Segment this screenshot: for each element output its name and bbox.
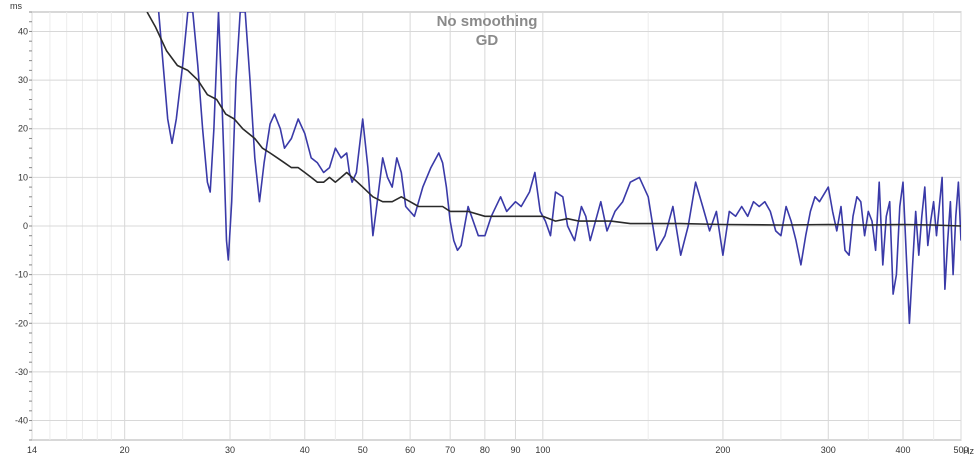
x-tick-label: 300	[821, 445, 836, 455]
axis-layer: 14 20 30 40 50 60 70 80 90 100 200 300 400 500-40-30-…	[15, 11, 969, 455]
series-layer	[146, 12, 961, 325]
y-tick-label: -10	[15, 270, 28, 280]
x-tick-label: 40	[300, 445, 310, 455]
x-tick-label: 70	[445, 445, 455, 455]
y-tick-label: 10	[18, 172, 28, 182]
y-tick-label: -40	[15, 416, 28, 426]
y-tick-label: 20	[18, 124, 28, 134]
chart-subtitle: GD	[476, 32, 499, 49]
x-tick-label: 30	[225, 445, 235, 455]
x-tick-label: 100	[535, 445, 550, 455]
x-tick-label: 80	[480, 445, 490, 455]
x-tick-label: 90	[510, 445, 520, 455]
grid-layer	[31, 12, 962, 440]
x-tick-label: 200	[715, 445, 730, 455]
y-tick-label: 0	[23, 221, 28, 231]
y-tick-label: -30	[15, 367, 28, 377]
y-tick-label: 30	[18, 75, 28, 85]
x-tick-label: 50	[358, 445, 368, 455]
chart-title: No smoothing	[437, 13, 538, 30]
x-tick-label: 500	[953, 445, 968, 455]
x-tick-label: 60	[405, 445, 415, 455]
x-axis-unit-label: Hz	[963, 446, 974, 456]
series-line-dark	[146, 12, 961, 227]
series-line-blue	[157, 12, 961, 325]
x-tick-label: 20	[120, 445, 130, 455]
y-axis-unit-label: ms	[10, 1, 22, 11]
y-tick-label: 40	[18, 26, 28, 36]
y-tick-label: -20	[15, 318, 28, 328]
x-tick-label: 400	[896, 445, 911, 455]
x-tick-label: 14	[27, 445, 37, 455]
